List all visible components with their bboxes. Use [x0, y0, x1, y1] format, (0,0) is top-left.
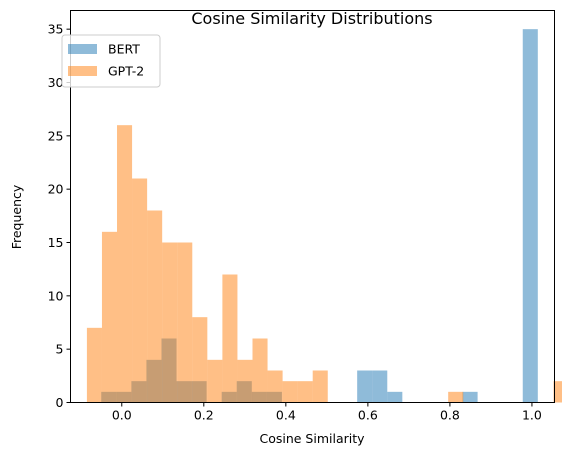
- x-tick-label: 0.4: [276, 408, 296, 423]
- axes-layer: [70, 10, 555, 403]
- bar-gpt2-14: [297, 381, 313, 403]
- x-tick-label: 0.6: [358, 408, 378, 423]
- bars-layer: [86, 29, 562, 403]
- bar-gpt2-7: [192, 317, 208, 403]
- y-tick-label: 0: [56, 395, 64, 410]
- y-tick-label: 10: [48, 288, 64, 303]
- bar-gpt2-13: [282, 381, 298, 403]
- bar-gpt2-24: [448, 391, 464, 403]
- bar-gpt2-15: [312, 370, 328, 403]
- bar-gpt2-10: [237, 359, 253, 403]
- x-tick-label: 0.8: [440, 408, 460, 423]
- chart-title: Cosine Similarity Distributions: [191, 9, 432, 28]
- x-axis-label: Cosine Similarity: [259, 431, 365, 446]
- x-ticks: 0.0 0.2 0.4 0.6 0.8 1.0: [112, 402, 542, 423]
- bar-gpt2-9: [222, 274, 238, 403]
- y-tick-label: 35: [48, 22, 64, 37]
- bar-gpt2-31: [553, 381, 562, 403]
- bar-gpt2-6: [177, 242, 193, 403]
- bar-gpt2-1: [101, 231, 118, 403]
- legend-label-gpt2: GPT-2: [108, 64, 144, 79]
- legend-label-bert: BERT: [108, 42, 140, 57]
- y-tick-label: 25: [48, 128, 64, 143]
- bar-bert-28: [522, 29, 538, 403]
- bar-gpt2-8: [207, 359, 223, 403]
- bar-gpt2-11: [252, 338, 268, 403]
- y-ticks: 0 5 10 15 20 25 30 35: [48, 22, 71, 410]
- y-tick-label: 15: [48, 235, 64, 250]
- x-tick-label: 0.2: [194, 408, 214, 423]
- bar-gpt2-3: [132, 178, 148, 403]
- y-tick-label: 20: [48, 182, 64, 197]
- bar-bert-17: [357, 370, 373, 403]
- bar-bert-18: [372, 370, 388, 403]
- bar-gpt2-2: [117, 125, 133, 403]
- bar-bert-19: [387, 391, 403, 403]
- bar-bert-24: [462, 391, 478, 403]
- plot-frame: [70, 10, 555, 403]
- x-tick-label: 1.0: [522, 408, 542, 423]
- y-axis-label: Frequency: [9, 184, 24, 249]
- legend: BERT GPT-2: [61, 34, 161, 88]
- legend-swatch-bert: [68, 44, 97, 54]
- y-tick-label: 30: [48, 75, 64, 90]
- bar-gpt2-4: [147, 210, 163, 403]
- y-tick-label: 5: [56, 342, 64, 357]
- bar-gpt2-0: [86, 327, 102, 403]
- bar-gpt2-12: [267, 370, 283, 403]
- bar-gpt2-5: [162, 242, 178, 403]
- x-tick-label: 0.0: [112, 408, 132, 423]
- legend-swatch-gpt2: [68, 66, 97, 76]
